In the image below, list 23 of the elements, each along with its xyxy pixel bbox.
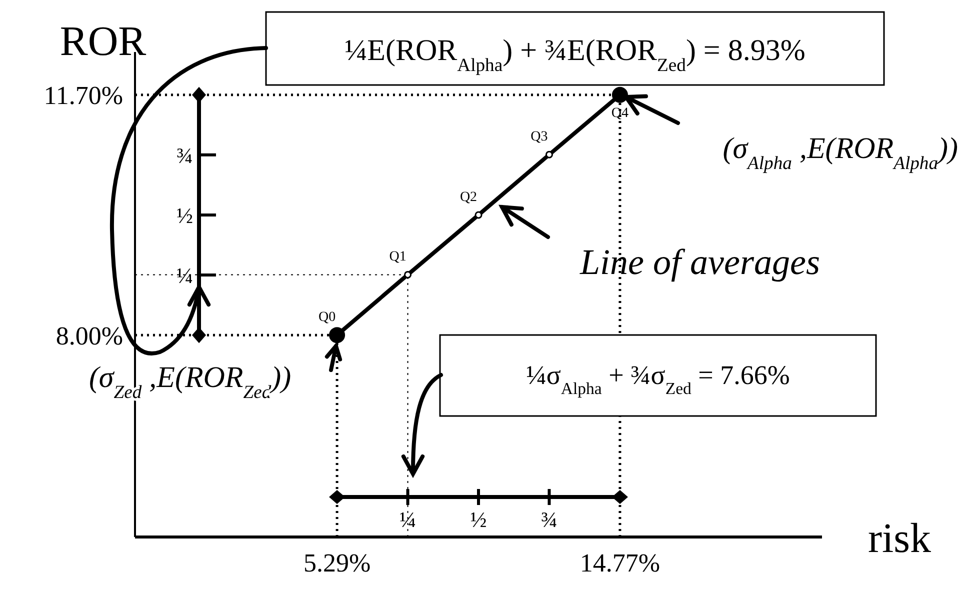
- annotation: (σ$_{Alpha}$ ,E(ROR$_{Alpha}$)): [722, 132, 958, 174]
- annotation: ¾: [540, 507, 558, 532]
- y-axis-title: ROR: [60, 19, 146, 65]
- point: [545, 150, 553, 158]
- annotation: Line of averages: [579, 242, 820, 282]
- y-tick-label: 11.70%: [44, 81, 123, 110]
- annotation: ¼σ$_{Alpha}$ + ¾σ$_{Zed}$ = 7.66%: [526, 360, 790, 398]
- annotation: Q2: [460, 190, 478, 205]
- annotation: Q3: [530, 130, 548, 145]
- x-tick-label: 14.77%: [580, 548, 660, 578]
- annotation: ¼: [176, 263, 193, 288]
- annotation: ¾: [176, 142, 193, 168]
- annotation: ½: [470, 507, 487, 532]
- annotation: ½: [176, 202, 193, 228]
- point: [474, 211, 482, 219]
- annotation: ¼E(ROR$_{Alpha}$) + ¾E(ROR$_{Zed}$) = 8.93%: [344, 34, 806, 76]
- annotation: Q0: [318, 310, 336, 326]
- point: [404, 270, 412, 278]
- x-tick-label: 5.29%: [303, 548, 371, 578]
- x-axis-title: risk: [868, 516, 931, 562]
- y-tick-label: 8.00%: [56, 321, 123, 350]
- annotation: Q1: [389, 250, 406, 265]
- annotation: ¼: [400, 507, 416, 532]
